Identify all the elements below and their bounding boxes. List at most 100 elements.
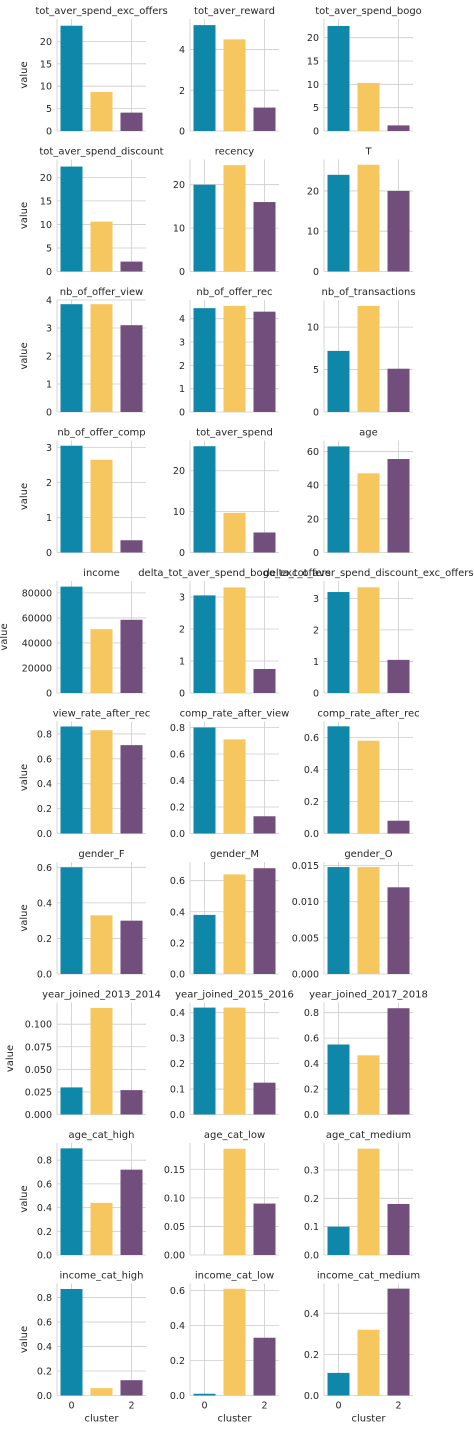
panel-title: age_cat_medium (326, 1130, 411, 1141)
bar-cluster-1 (90, 629, 113, 693)
bar-cluster-0 (60, 867, 83, 974)
y-tick-label: 0.025 (25, 1087, 52, 1098)
bar-cluster-0 (60, 1289, 83, 1396)
panel-title: nb_of_offer_comp (57, 428, 145, 439)
bar-cluster-1 (90, 221, 113, 272)
bar-cluster-1 (90, 92, 113, 131)
y-tick-label: 10 (173, 224, 185, 235)
bar-cluster-2 (387, 190, 410, 272)
y-tick-label: 0.2 (304, 1350, 319, 1361)
y-tick-label: 40 (307, 481, 319, 492)
y-tick-label: 0.010 (292, 897, 319, 908)
bar-cluster-0 (327, 726, 350, 834)
bar-cluster-2 (253, 1337, 276, 1396)
y-tick-label: 20 (307, 33, 319, 44)
panel-title: year_joined_2015_2016 (175, 990, 294, 1001)
y-axis-label: value (19, 1326, 30, 1353)
panel-title: T (364, 147, 372, 158)
facet-panel: nb_of_offer_view 0 1 2 3 4 value (19, 287, 146, 419)
bar-cluster-2 (387, 1203, 410, 1255)
facet-panel: nb_of_offer_comp 0 1 2 3 value (19, 428, 146, 559)
y-axis-label: value (19, 61, 30, 88)
y-tick-label: 0.2 (37, 1227, 52, 1238)
facet-panel: comp_rate_after_rec 0.0 0.2 0.4 0.6 (304, 709, 420, 841)
y-axis-label: value (0, 623, 10, 650)
x-axis-label: cluster (351, 1414, 386, 1425)
y-tick-label: 0 (179, 127, 185, 138)
bar-cluster-0 (193, 25, 216, 131)
y-tick-label: 15 (307, 57, 319, 68)
bar-cluster-0 (60, 1087, 83, 1115)
y-tick-label: 0.1 (170, 1085, 185, 1096)
y-tick-label: 40000 (22, 638, 52, 649)
y-tick-label: 10 (173, 507, 185, 518)
bar-cluster-1 (223, 739, 246, 834)
y-tick-label: 0.0 (170, 1110, 185, 1121)
y-tick-label: 0.4 (170, 1321, 185, 1332)
bar-cluster-0 (193, 308, 216, 412)
panel-title: income_cat_low (195, 1271, 274, 1282)
y-tick-label: 0.4 (170, 1008, 185, 1019)
bar-cluster-2 (120, 1380, 143, 1396)
y-tick-label: 0.4 (37, 1203, 52, 1214)
panel-title: tot_aver_spend_exc_offers (35, 6, 167, 17)
y-tick-label: 0 (313, 689, 319, 700)
bar-cluster-1 (223, 39, 246, 132)
y-tick-label: 0.0 (170, 829, 185, 840)
x-tick-label: 0 (201, 1401, 207, 1412)
bar-cluster-0 (327, 1226, 350, 1255)
y-tick-label: 0.8 (170, 723, 185, 734)
bar-cluster-2 (253, 816, 276, 834)
y-tick-label: 0.4 (37, 779, 52, 790)
panel-title: year_joined_2013_2014 (42, 990, 161, 1001)
bar-cluster-0 (327, 350, 350, 412)
bar-cluster-0 (60, 1148, 83, 1255)
y-tick-label: 0.3 (170, 1034, 185, 1045)
x-tick-label: 0 (68, 1401, 74, 1412)
y-tick-label: 0.8 (304, 1008, 319, 1019)
facet-panel: income_cat_high 0.0 0.2 0.4 0.6 0.8 value 0 2 clu… (19, 1271, 146, 1425)
y-tick-label: 20 (173, 466, 185, 477)
bar-cluster-0 (60, 586, 83, 693)
y-tick-label: 0 (313, 548, 319, 559)
y-tick-label: 0.6 (170, 749, 185, 760)
y-tick-label: 5 (46, 104, 52, 115)
panel-title: age_cat_high (69, 1130, 135, 1141)
facet-panel: tot_aver_reward 0 2 4 (179, 6, 279, 138)
bar-cluster-0 (327, 26, 350, 131)
bar-cluster-0 (193, 914, 216, 974)
bar-cluster-1 (357, 587, 380, 693)
y-tick-label: 5 (313, 103, 319, 114)
bar-cluster-2 (387, 820, 410, 834)
y-tick-label: 0.6 (37, 1179, 52, 1190)
y-tick-label: 4 (179, 314, 185, 325)
facet-panel: view_rate_after_rec 0.0 0.2 0.4 0.6 0.8 value (19, 709, 150, 841)
facet-panel: income_cat_low 0.0 0.2 0.4 0.6 0 2 cluster (170, 1271, 279, 1425)
y-tick-label: 0 (46, 689, 52, 700)
facet-panel: gender_O 0.000 0.005 0.010 0.015 (292, 849, 413, 981)
bar-cluster-1 (223, 1288, 246, 1396)
x-axis-label: cluster (84, 1414, 119, 1425)
bar-cluster-0 (193, 1007, 216, 1115)
bar-cluster-1 (223, 512, 246, 553)
bar-cluster-1 (357, 82, 380, 131)
panel-title: nb_of_offer_rec (196, 287, 272, 298)
y-tick-label: 80000 (22, 588, 52, 599)
bar-cluster-1 (223, 1148, 246, 1255)
bar-cluster-2 (120, 540, 143, 553)
y-axis-label: value (19, 483, 30, 510)
y-tick-label: 10 (40, 220, 52, 231)
y-tick-label: 2 (313, 625, 319, 636)
y-tick-label: 0.2 (170, 938, 185, 949)
bar-cluster-2 (120, 1169, 143, 1255)
bar-cluster-0 (193, 595, 216, 693)
y-tick-label: 0.0 (304, 1251, 319, 1262)
bar-cluster-1 (90, 459, 113, 553)
bar-cluster-0 (327, 1372, 350, 1396)
y-tick-label: 3 (179, 593, 185, 604)
bar-cluster-1 (223, 165, 246, 272)
y-tick-label: 0.4 (37, 898, 52, 909)
bar-cluster-2 (253, 1082, 276, 1115)
panel-title: recency (215, 147, 255, 158)
facet-panel: tot_aver_spend_bogo 0 5 10 15 20 (307, 6, 422, 138)
